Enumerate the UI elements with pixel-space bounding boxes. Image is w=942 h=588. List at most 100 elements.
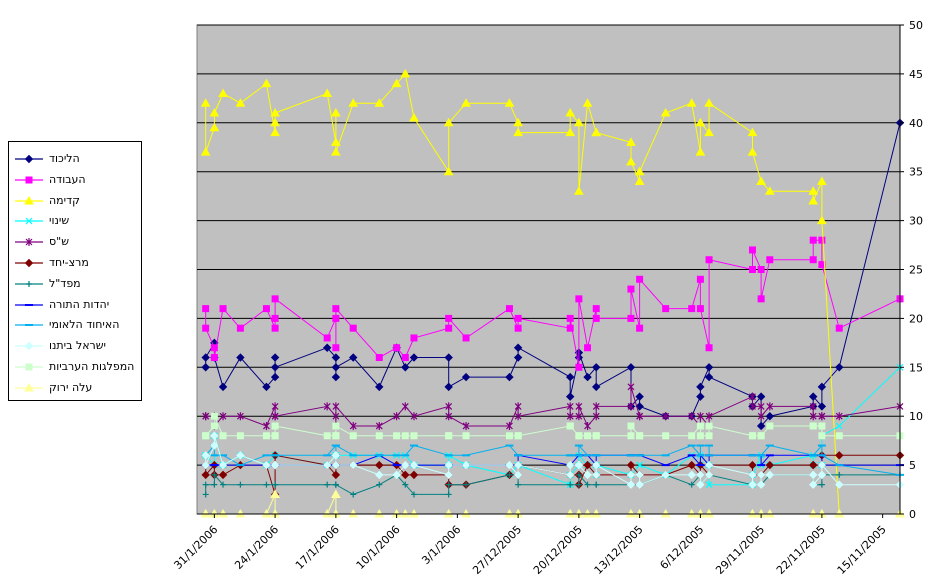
- data-point: [747, 147, 758, 156]
- data-point: [756, 421, 766, 431]
- data-point: [462, 421, 470, 430]
- data-point: [636, 432, 644, 440]
- data-point: [766, 402, 774, 411]
- data-point: [688, 412, 696, 421]
- data-point: [808, 186, 819, 195]
- data-point: [582, 98, 593, 107]
- data-point: [636, 412, 644, 421]
- data-point: [591, 127, 602, 137]
- data-point: [704, 363, 714, 372]
- x-tick-label: 13/12/2005: [592, 523, 646, 577]
- data-point: [592, 460, 601, 470]
- data-point: [817, 470, 827, 480]
- data-point: [688, 481, 695, 488]
- data-point: [688, 432, 696, 440]
- data-point: [748, 266, 756, 273]
- data-point: [219, 432, 227, 440]
- data-point: [270, 117, 280, 127]
- data-point: [756, 392, 766, 401]
- legend-swatch: [15, 258, 43, 268]
- data-point: [462, 432, 470, 440]
- data-point: [331, 372, 341, 382]
- x-tick-label: 15/11/2005: [835, 523, 889, 577]
- data-point: [636, 324, 644, 332]
- data-point: [211, 481, 218, 488]
- data-point: [375, 354, 383, 362]
- data-point: [410, 334, 418, 342]
- data-point: [514, 314, 522, 322]
- data-point: [331, 147, 341, 156]
- data-point: [270, 363, 280, 372]
- data-point: [402, 481, 409, 488]
- data-point: [463, 481, 470, 488]
- data-point: [818, 432, 826, 440]
- legend-swatch: [15, 382, 43, 392]
- data-point: [592, 314, 600, 322]
- data-point: [270, 489, 280, 498]
- legend-item: מפד"ל: [9, 274, 141, 294]
- data-point: [696, 480, 705, 489]
- legend-label: עלה ירוק: [49, 380, 93, 394]
- data-point: [461, 98, 471, 107]
- data-point: [592, 402, 600, 411]
- data-point: [505, 460, 514, 470]
- legend-swatch: [15, 341, 43, 351]
- data-point: [210, 431, 219, 440]
- data-point: [592, 305, 600, 313]
- data-point: [660, 108, 671, 117]
- data-point: [218, 382, 228, 392]
- data-point: [749, 392, 756, 401]
- data-point: [209, 122, 220, 132]
- data-point: [835, 363, 844, 372]
- data-point: [565, 108, 576, 117]
- data-point: [687, 470, 696, 480]
- data-point: [766, 256, 774, 264]
- data-point: [331, 470, 341, 480]
- data-point: [410, 412, 418, 421]
- data-point: [445, 402, 453, 411]
- data-point: [766, 422, 774, 430]
- legend-item: קדימה: [9, 191, 141, 211]
- legend-swatch: [15, 195, 43, 205]
- data-point: [696, 412, 704, 421]
- legend-marker: [25, 217, 33, 225]
- data-point: [583, 470, 592, 480]
- legend-item: המפלגות הערביות: [9, 357, 141, 377]
- data-point: [506, 421, 513, 430]
- data-point: [583, 372, 592, 382]
- legend-item: האיחוד הלאומי: [9, 315, 141, 335]
- legend-swatch: [15, 303, 43, 306]
- data-point: [809, 422, 817, 430]
- data-point: [202, 432, 210, 440]
- data-point: [626, 363, 636, 372]
- data-point: [627, 432, 635, 440]
- data-point: [375, 470, 384, 480]
- data-point: [574, 117, 584, 127]
- data-point: [331, 353, 341, 362]
- data-point: [662, 412, 670, 421]
- data-point: [218, 88, 228, 97]
- series-8: [201, 444, 904, 476]
- data-point: [756, 480, 766, 489]
- data-point: [575, 295, 583, 303]
- data-point: [444, 382, 453, 392]
- data-point: [270, 127, 280, 137]
- data-point: [349, 421, 357, 430]
- legend-item: הליכוד: [9, 149, 141, 169]
- data-point: [627, 314, 635, 322]
- legend-item: ש"ס: [9, 232, 141, 252]
- series-1: [202, 236, 904, 371]
- data-point: [444, 353, 453, 362]
- data-point: [757, 432, 765, 440]
- data-point: [584, 344, 592, 352]
- data-point: [634, 176, 645, 185]
- data-point: [704, 127, 714, 137]
- y-tick-label: 20: [909, 312, 923, 325]
- data-point: [332, 344, 340, 352]
- legend-swatch: [15, 217, 43, 225]
- data-point: [704, 460, 714, 470]
- data-point: [566, 412, 574, 421]
- legend-label: המפלגות הערביות: [49, 360, 135, 373]
- data-point: [401, 432, 409, 440]
- data-point: [757, 412, 765, 421]
